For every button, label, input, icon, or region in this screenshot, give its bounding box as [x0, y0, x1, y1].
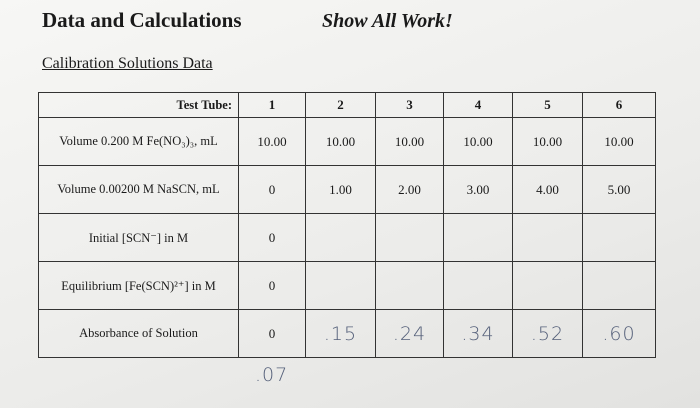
- row-label: Absorbance of Solution: [38, 309, 239, 358]
- handwritten-note: .07: [255, 364, 289, 386]
- row-label: Initial [SCN⁻] in M: [38, 213, 239, 262]
- table-cell: .24: [375, 309, 444, 358]
- table-cell: .15: [305, 309, 376, 358]
- table-cell: .34: [443, 309, 513, 358]
- table-row: Test Tube: 1 2 3 4 5 6: [38, 92, 656, 118]
- table-cell: 6: [582, 92, 656, 118]
- empty-cell: [443, 213, 513, 262]
- table-cell: 5.00: [582, 165, 656, 214]
- table-cell: 10.00: [582, 117, 656, 166]
- empty-cell: [305, 261, 376, 310]
- empty-cell: [443, 261, 513, 310]
- row-label: Equilibrium [Fe(SCN)²⁺] in M: [38, 261, 239, 310]
- table-cell: 0: [238, 309, 306, 358]
- empty-cell: [305, 213, 376, 262]
- empty-cell: [375, 213, 444, 262]
- table-cell: 10.00: [238, 117, 306, 166]
- table-cell: .52: [512, 309, 583, 358]
- table-cell: 2: [305, 92, 376, 118]
- table-cell: 10.00: [375, 117, 444, 166]
- table-cell: 3.00: [443, 165, 513, 214]
- table-row: Absorbance of Solution 0.15.24.34.52.60: [38, 309, 656, 358]
- data-table: Test Tube: 1 2 3 4 5 6 Volume 0.200 M Fe(NO₃)₃,…: [38, 92, 656, 358]
- table-cell: 3: [375, 92, 444, 118]
- table-cell: 10.00: [512, 117, 583, 166]
- table-cell: 1.00: [305, 165, 376, 214]
- table-cell: 5: [512, 92, 583, 118]
- empty-cell: [512, 261, 583, 310]
- empty-cell: [375, 261, 444, 310]
- empty-cell: [582, 261, 656, 310]
- table-row: Volume 0.200 M Fe(NO₃)₃, mL 10.00 10.00 10.…: [38, 117, 656, 166]
- table-cell: 2.00: [375, 165, 444, 214]
- title: Data and Calculations: [42, 8, 242, 32]
- table-cell: 1: [238, 92, 306, 118]
- table-cell: 10.00: [305, 117, 376, 166]
- row-label: Test Tube:: [38, 92, 239, 118]
- table-cell: 0: [238, 261, 306, 310]
- table-cell: 10.00: [443, 117, 513, 166]
- table-cell: 0: [238, 213, 306, 262]
- empty-cell: [582, 213, 656, 262]
- table-row: Volume 0.00200 M NaSCN, mL 0 1.00 2.00 3.00 4…: [38, 165, 656, 214]
- row-label: Volume 0.00200 M NaSCN, mL: [38, 165, 239, 214]
- table-cell: .60: [582, 309, 656, 358]
- row-label: Volume 0.200 M Fe(NO₃)₃, mL: [38, 117, 239, 166]
- instruction: Show All Work!: [322, 10, 453, 32]
- empty-cell: [512, 213, 583, 262]
- table-cell: 4: [443, 92, 513, 118]
- table-cell: 0: [238, 165, 306, 214]
- section-title: Calibration Solutions Data: [42, 55, 213, 72]
- table-cell: 4.00: [512, 165, 583, 214]
